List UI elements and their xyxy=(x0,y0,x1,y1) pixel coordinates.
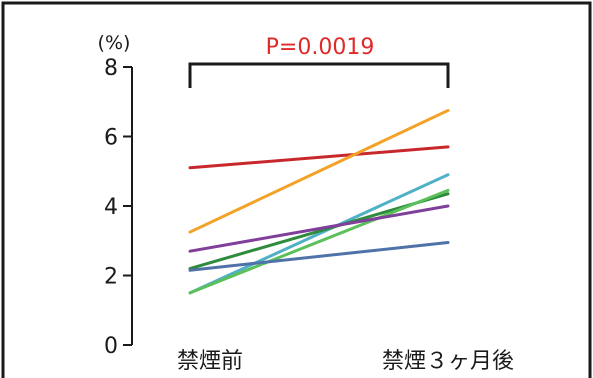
series-line-6 xyxy=(188,204,450,253)
y-tick-label: 4 xyxy=(104,195,118,220)
y-tick-label: 2 xyxy=(104,265,118,290)
bracket-line xyxy=(188,62,450,88)
y-tick-label: 6 xyxy=(104,126,118,151)
y-axis-unit-label: (%) xyxy=(98,32,131,54)
significance-bracket xyxy=(188,62,450,88)
series-line-1 xyxy=(188,145,450,170)
x-axis-labels: 禁煙前 禁煙３ヶ月後 xyxy=(177,349,514,374)
series-lines xyxy=(188,108,450,295)
x-category-label: 禁煙３ヶ月後 xyxy=(382,349,514,374)
y-axis-ticks: 0 2 4 6 8 xyxy=(104,56,132,359)
y-tick-label: 8 xyxy=(104,56,118,81)
series-line-2 xyxy=(188,108,450,234)
series-line-3 xyxy=(188,173,450,295)
y-tick-label: 0 xyxy=(104,334,118,359)
p-value-annotation: P=0.0019 xyxy=(266,35,375,60)
x-category-label: 禁煙前 xyxy=(177,349,243,374)
series-line-7 xyxy=(188,240,450,272)
series-line-5 xyxy=(188,188,450,295)
